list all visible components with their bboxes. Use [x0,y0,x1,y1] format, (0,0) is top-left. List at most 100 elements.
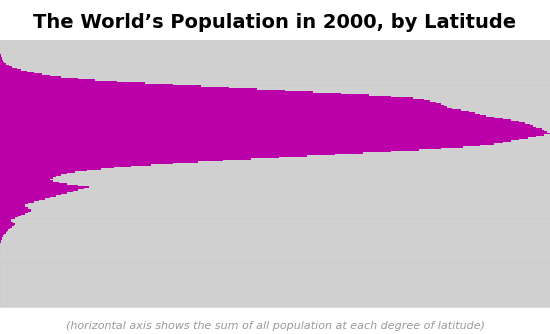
Bar [0,130,544,131]
Bar [0,103,441,105]
Bar [0,177,53,179]
Bar [0,228,10,229]
Bar [0,96,391,97]
Bar [0,231,7,232]
Bar [0,234,4,235]
Bar [0,76,62,78]
Bar [0,214,21,216]
Bar [0,79,95,81]
Bar [0,56,1,57]
Bar [0,211,28,213]
Bar [0,222,13,223]
Bar [0,100,430,102]
Bar [0,142,503,143]
Bar [0,91,313,93]
Bar [0,128,542,130]
Text: (horizontal axis shows the sum of all population at each degree of latitude): (horizontal axis shows the sum of all po… [65,321,485,331]
Bar [0,191,73,192]
Bar [0,198,45,200]
Bar [0,72,34,73]
Bar [0,64,9,66]
Bar [0,166,131,167]
Bar [0,167,114,168]
Bar [0,183,67,185]
Bar [0,161,198,163]
Bar [0,235,3,237]
Bar [0,59,2,60]
Bar [0,112,475,114]
Bar [0,240,1,241]
Bar [0,155,307,157]
Bar [0,194,62,195]
Bar [0,237,2,238]
Bar [0,168,101,170]
Bar [0,195,56,197]
Bar [0,189,78,191]
Bar [0,182,59,183]
Text: The World’s Population in 2000, by Latitude: The World’s Population in 2000, by Latit… [34,13,516,32]
Bar [0,87,229,88]
Bar [0,136,536,137]
Bar [0,143,494,145]
Bar [0,140,511,142]
Bar [0,217,14,219]
Bar [0,173,67,174]
Bar [0,192,67,194]
Bar [0,102,436,103]
Bar [0,197,50,198]
Bar [0,127,536,128]
Bar [0,223,14,225]
Bar [0,88,257,90]
Bar [0,180,53,182]
Bar [0,219,11,220]
Bar [0,179,50,180]
Bar [0,106,447,108]
Bar [0,105,444,106]
Bar [0,66,12,67]
Bar [0,149,419,151]
Bar [0,160,223,161]
Bar [0,82,145,84]
Bar [0,226,12,228]
Bar [0,109,461,111]
Bar [0,220,11,222]
Bar [0,188,84,189]
Bar [0,145,480,146]
Bar [0,75,50,76]
Bar [0,208,31,210]
Bar [0,201,34,203]
Bar [0,163,173,164]
Bar [0,146,464,148]
Bar [0,78,78,79]
Bar [0,63,6,64]
Bar [0,117,494,118]
Bar [0,210,31,211]
Bar [0,207,28,208]
Bar [0,67,16,69]
Bar [0,123,525,124]
Bar [0,54,1,56]
Bar [0,86,201,87]
Bar [0,238,2,240]
Bar [0,203,28,204]
Bar [0,229,8,231]
Bar [0,118,503,120]
Bar [0,206,25,207]
Bar [0,60,3,61]
Bar [0,97,413,99]
Bar [0,115,486,117]
Bar [0,174,62,176]
Bar [0,126,534,127]
Bar [0,164,151,166]
Bar [0,157,279,158]
Bar [0,81,117,82]
Bar [0,108,452,109]
Bar [0,186,89,188]
Bar [0,241,1,243]
Bar [0,120,511,121]
Bar [0,70,27,72]
Bar [0,200,39,201]
Bar [0,121,519,123]
Bar [0,225,14,226]
Bar [0,170,86,171]
